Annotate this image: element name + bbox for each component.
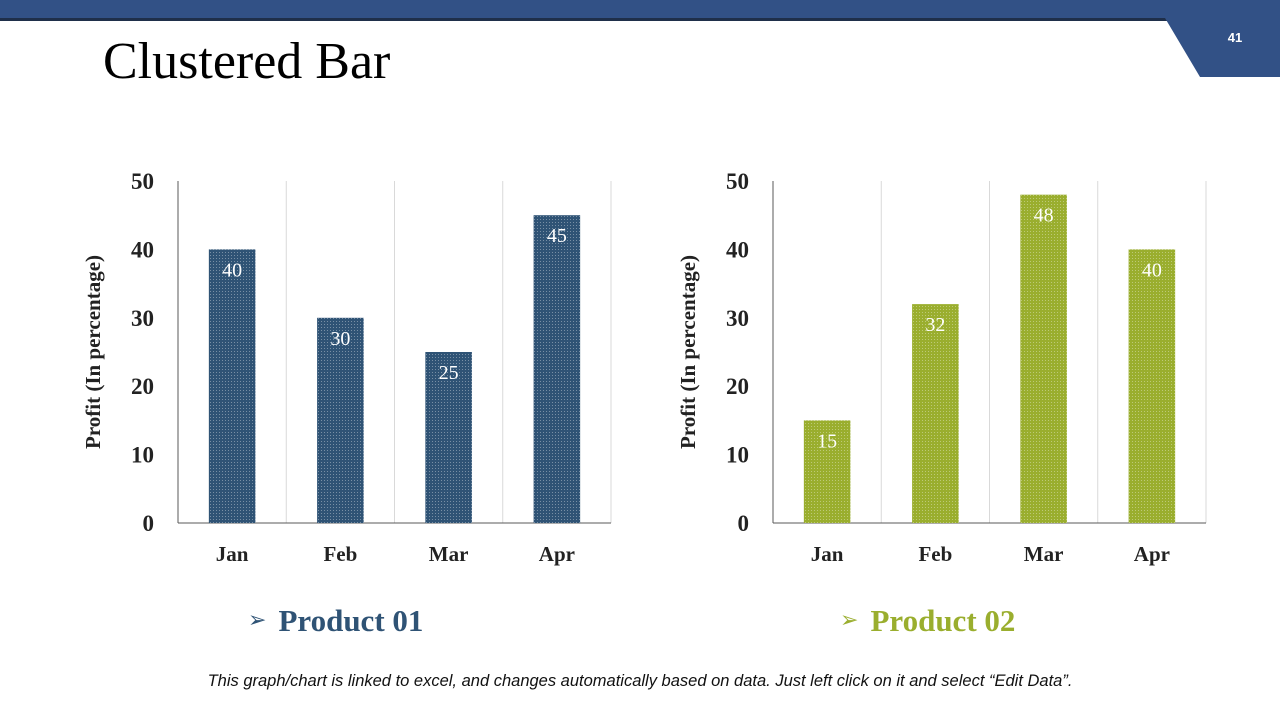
y-tick-label: 20	[131, 374, 154, 399]
slide-number: 41	[1227, 30, 1243, 45]
bar-feb[interactable]	[912, 304, 959, 523]
bar-apr[interactable]	[1128, 249, 1176, 523]
legend-label: Product 01	[278, 603, 424, 638]
bar-mar[interactable]	[1020, 194, 1067, 523]
y-tick-label: 40	[726, 237, 749, 262]
bar-jan[interactable]	[803, 420, 851, 523]
y-tick-label: 0	[143, 511, 155, 536]
y-axis-label: Profit (In percentage)	[81, 255, 105, 449]
top-accent-bar	[0, 0, 1280, 18]
x-tick-label: Jan	[811, 542, 844, 566]
y-tick-label: 30	[726, 306, 749, 331]
data-label: 45	[547, 225, 567, 247]
y-tick-label: 50	[131, 169, 154, 194]
data-label: 40	[222, 259, 242, 281]
y-tick-label: 30	[131, 306, 154, 331]
y-tick-label: 10	[131, 443, 154, 468]
x-tick-label: Mar	[429, 542, 469, 566]
page-title: Clustered Bar	[103, 33, 391, 90]
y-tick-label: 0	[738, 511, 750, 536]
bar-mar[interactable]	[425, 352, 472, 523]
data-label: 48	[1034, 205, 1054, 227]
x-tick-label: Feb	[323, 542, 357, 566]
data-label: 15	[817, 430, 837, 452]
legend-label: Product 02	[870, 603, 1016, 638]
bar-feb[interactable]	[317, 317, 364, 523]
x-tick-label: Apr	[539, 542, 575, 566]
top-divider-line	[0, 18, 1170, 21]
bar-jan[interactable]	[208, 249, 256, 523]
x-tick-label: Apr	[1134, 542, 1170, 566]
y-tick-label: 50	[726, 169, 749, 194]
data-label: 25	[439, 362, 459, 384]
data-label: 30	[330, 328, 350, 350]
y-tick-label: 20	[726, 374, 749, 399]
arrow-right-icon: ➢	[248, 608, 267, 633]
slide-number-tab	[1165, 18, 1280, 77]
bar-apr[interactable]	[533, 215, 581, 523]
chart-product-02[interactable]: 0 10 20 30 40 50 Profit (In percentage) 15 Jan 32…	[655, 150, 1235, 590]
footer-note: This graph/chart is linked to excel, and…	[207, 672, 1073, 690]
chart-product-01[interactable]: 0 10 20 30 40 50 Profit (In percentage) 40 Jan 30…	[60, 150, 640, 590]
y-tick-label: 10	[726, 443, 749, 468]
x-tick-label: Feb	[918, 542, 952, 566]
data-label: 40	[1142, 259, 1162, 281]
legend-product-02: ➢ Product 02	[840, 603, 1015, 639]
x-tick-label: Jan	[216, 542, 249, 566]
y-axis-label: Profit (In percentage)	[676, 255, 700, 449]
x-tick-label: Mar	[1024, 542, 1064, 566]
arrow-right-icon: ➢	[840, 608, 859, 633]
data-label: 32	[925, 314, 945, 336]
y-tick-label: 40	[131, 237, 154, 262]
legend-product-01: ➢ Product 01	[248, 603, 423, 639]
